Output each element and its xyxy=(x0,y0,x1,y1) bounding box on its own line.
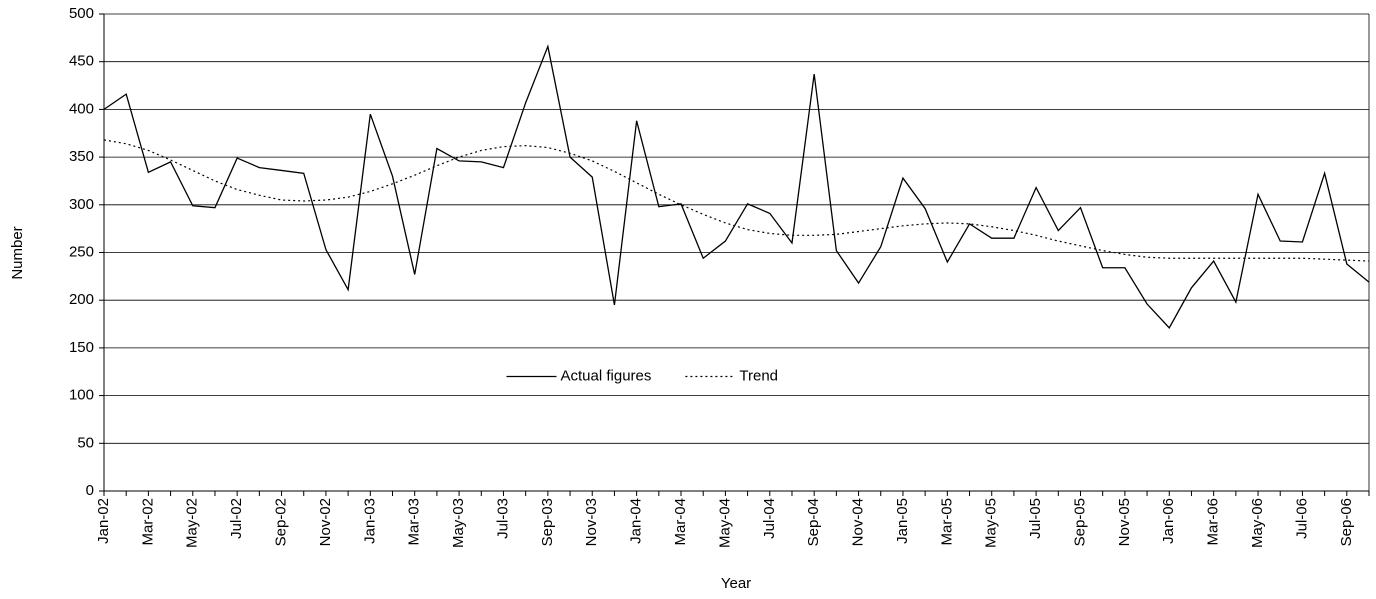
x-tick-label: Nov-03 xyxy=(583,498,600,546)
legend-label: Trend xyxy=(739,367,778,384)
x-tick-label: May-06 xyxy=(1249,498,1266,548)
x-tick-label: Jan-04 xyxy=(628,498,645,544)
x-tick-label: May-02 xyxy=(184,498,201,548)
x-tick-label: Nov-05 xyxy=(1116,498,1133,546)
x-tick-label: Jan-06 xyxy=(1160,498,1177,544)
x-tick-label: May-05 xyxy=(983,498,1000,548)
x-tick-label: Nov-04 xyxy=(850,498,867,546)
x-tick-label: Jul-06 xyxy=(1293,498,1310,539)
y-tick-label: 50 xyxy=(77,434,94,451)
y-tick-label: 100 xyxy=(69,387,94,404)
y-tick-label: 400 xyxy=(69,100,94,117)
x-tick-label: Jan-03 xyxy=(361,498,378,544)
x-tick-label: Sep-05 xyxy=(1071,498,1088,546)
x-tick-label: May-04 xyxy=(716,498,733,548)
x-tick-label: Mar-02 xyxy=(139,498,156,546)
x-tick-label: Jan-05 xyxy=(894,498,911,544)
x-tick-label: Jul-05 xyxy=(1027,498,1044,539)
y-axis-label: Number xyxy=(9,226,26,279)
x-tick-label: Mar-06 xyxy=(1205,498,1222,546)
y-tick-label: 200 xyxy=(69,291,94,308)
y-tick-label: 250 xyxy=(69,243,94,260)
x-tick-label: Jul-04 xyxy=(761,498,778,539)
series-line xyxy=(103,139,1370,262)
x-axis-label: Year xyxy=(721,575,751,592)
y-tick-label: 350 xyxy=(69,148,94,165)
y-tick-label: 450 xyxy=(69,53,94,70)
legend-label: Actual figures xyxy=(561,367,652,384)
y-tick-label: 300 xyxy=(69,196,94,213)
x-tick-label: Sep-06 xyxy=(1338,498,1355,546)
x-tick-label: Nov-02 xyxy=(317,498,334,546)
x-tick-label: Mar-04 xyxy=(672,498,689,546)
y-tick-label: 150 xyxy=(69,339,94,356)
y-tick-label: 500 xyxy=(69,5,94,22)
series-line xyxy=(103,44,1370,329)
x-tick-label: Sep-03 xyxy=(539,498,556,546)
x-tick-label: Jul-02 xyxy=(228,498,245,539)
x-tick-label: Mar-03 xyxy=(406,498,423,546)
x-tick-label: May-03 xyxy=(450,498,467,548)
x-tick-label: Mar-05 xyxy=(938,498,955,546)
x-tick-label: Sep-02 xyxy=(273,498,290,546)
y-tick-label: 0 xyxy=(86,482,94,499)
x-tick-label: Jul-03 xyxy=(494,498,511,539)
x-tick-label: Sep-04 xyxy=(805,498,822,546)
x-tick-label: Jan-02 xyxy=(95,498,112,544)
